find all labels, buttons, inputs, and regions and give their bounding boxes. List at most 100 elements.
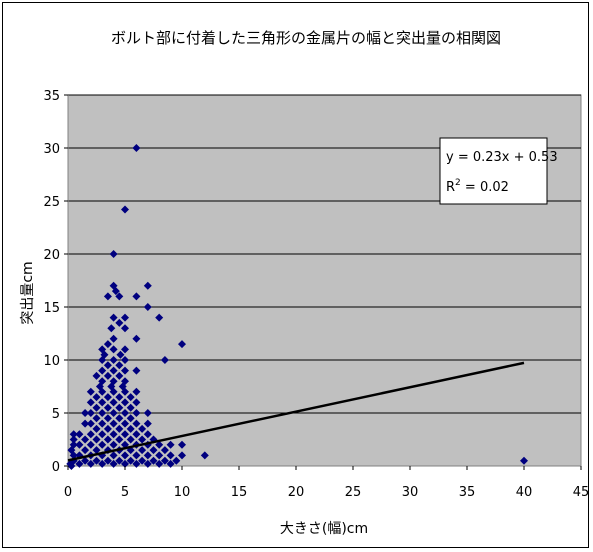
data-point-70 (103, 414, 112, 423)
data-point-65 (109, 409, 118, 417)
data-point-127 (143, 451, 152, 460)
data-point-46 (109, 387, 118, 396)
data-point-89 (121, 430, 129, 439)
data-point-3 (143, 281, 152, 290)
data-point-119 (160, 446, 169, 455)
data-point-58 (92, 403, 101, 412)
data-point-154 (67, 462, 76, 470)
data-point-36 (103, 371, 112, 380)
data-point-29 (103, 361, 112, 370)
data-point-93 (81, 435, 90, 444)
data-point-85 (75, 430, 84, 439)
trendline (67, 361, 525, 462)
data-point-53 (86, 398, 95, 407)
trend-layer (67, 361, 525, 462)
data-point-32 (109, 366, 118, 375)
data-point-80 (92, 424, 101, 433)
chart-frame: ボルト部に付着した三角形の金属片の幅と突出量の相関図 0 5 10 15 20 25 30 3… (2, 2, 589, 548)
r-squared-prefix: R (446, 180, 455, 195)
data-point-50 (103, 393, 112, 402)
y-tick-label-20: 20 (43, 248, 60, 263)
data-point-141 (160, 456, 169, 465)
x-tick-label-45: 45 (573, 485, 590, 500)
x-tick-label-35: 35 (459, 485, 476, 500)
data-point-73 (81, 419, 90, 428)
data-point-28 (121, 356, 129, 364)
data-point-7 (132, 292, 141, 301)
data-point-30 (115, 361, 124, 370)
data-point-152 (155, 459, 164, 468)
data-point-55 (109, 398, 118, 407)
x-tick-label-40: 40 (516, 485, 533, 500)
data-point-48 (132, 387, 141, 396)
data-point-21 (109, 345, 118, 354)
x-tick-label-20: 20 (288, 485, 305, 500)
y-tick-label-30: 30 (43, 142, 60, 157)
data-point-131 (200, 451, 209, 460)
chart-title: ボルト部に付着した三角形の金属片の幅と突出量の相関図 (111, 29, 501, 47)
data-point-124 (109, 451, 118, 460)
data-point-74 (86, 419, 95, 428)
data-point-78 (132, 419, 141, 428)
data-point-66 (121, 409, 129, 417)
data-point-75 (98, 419, 107, 428)
data-point-71 (115, 414, 124, 423)
data-point-134 (81, 456, 90, 465)
data-point-5 (111, 287, 120, 296)
data-point-95 (103, 435, 112, 444)
data-point-137 (115, 456, 124, 465)
data-point-82 (115, 424, 124, 433)
y-tick-label-35: 35 (43, 89, 60, 104)
data-point-18 (103, 340, 112, 349)
x-tick-label-25: 25 (345, 485, 362, 500)
data-point-148 (109, 459, 118, 468)
data-point-8 (103, 292, 112, 301)
data-point-61 (126, 403, 135, 412)
data-point-84 (138, 424, 147, 433)
data-point-132 (69, 451, 78, 460)
data-point-88 (109, 430, 118, 439)
y-tick-label-15: 15 (43, 301, 60, 316)
y-axis-ticks: 0 5 10 15 20 25 30 35 (43, 89, 68, 475)
data-point-33 (121, 366, 129, 375)
data-point-12 (121, 313, 129, 322)
data-point-91 (143, 430, 152, 439)
x-tick-label-5: 5 (121, 485, 129, 500)
y-axis-label: 突出量cm (20, 261, 36, 324)
data-point-139 (138, 456, 147, 465)
data-point-118 (149, 446, 158, 455)
equation-box-border (439, 137, 548, 205)
data-point-72 (126, 414, 135, 423)
data-point-22 (121, 345, 129, 354)
data-point-54 (98, 398, 107, 407)
x-tick-label-0: 0 (64, 485, 72, 500)
data-point-26 (98, 356, 107, 364)
data-point-151 (143, 459, 152, 468)
data-point-31 (98, 366, 107, 375)
data-point-15 (121, 324, 129, 333)
trendline-equation-box: y = 0.23x + 0.53 R2 = 0.02 (439, 137, 558, 205)
data-point-59 (103, 403, 112, 412)
data-point-44 (86, 387, 95, 396)
y-tick-label-10: 10 (43, 354, 60, 369)
data-point-86 (86, 430, 95, 439)
x-axis-label: 大きさ(幅)cm (280, 521, 368, 537)
chart-svg: ボルト部に付着した三角形の金属片の幅と突出量の相関図 0 5 10 15 20 25 30 3… (20, 29, 590, 537)
data-point-97 (126, 435, 135, 444)
data-point-103 (98, 440, 107, 449)
data-point-60 (115, 403, 124, 412)
data-point-136 (103, 456, 112, 465)
data-point-145 (75, 459, 84, 468)
data-point-96 (115, 435, 124, 444)
data-point-63 (86, 409, 95, 417)
data-point-68 (143, 409, 152, 417)
data-point-101 (75, 440, 84, 449)
data-point-67 (132, 409, 141, 417)
data-point-57 (132, 398, 141, 407)
data-point-153 (166, 459, 175, 468)
data-point-14 (107, 324, 116, 333)
data-point-150 (132, 459, 141, 468)
data-point-126 (132, 451, 141, 460)
data-point-138 (126, 456, 135, 465)
data-point-1 (121, 205, 129, 214)
